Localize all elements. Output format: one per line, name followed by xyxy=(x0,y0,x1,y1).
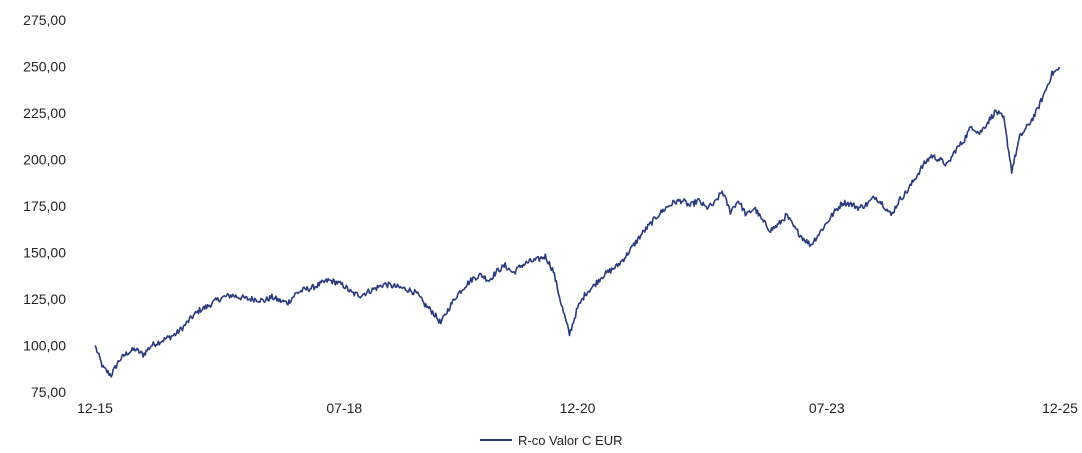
series-line-r-co-valor-c-eur xyxy=(94,66,1061,378)
y-tick-label: 175,00 xyxy=(23,198,66,214)
x-tick-label: 12-15 xyxy=(77,400,113,416)
y-tick-label: 250,00 xyxy=(23,59,66,75)
x-tick-label: 12-20 xyxy=(560,400,596,416)
y-tick-label: 150,00 xyxy=(23,245,66,261)
x-axis: 12-15 07-18 12-20 07-23 12-25 xyxy=(77,400,1078,416)
y-tick-label: 225,00 xyxy=(23,105,66,121)
y-axis: 75,00 100,00 125,00 150,00 175,00 200,00 225,0… xyxy=(23,12,66,400)
plot-area xyxy=(94,66,1061,378)
y-tick-label: 75,00 xyxy=(31,384,66,400)
x-tick-label: 12-25 xyxy=(1042,400,1078,416)
y-tick-label: 275,00 xyxy=(23,12,66,28)
y-tick-label: 125,00 xyxy=(23,291,66,307)
legend-label-r-co-valor: R-co Valor C EUR xyxy=(518,433,623,448)
x-tick-label: 07-18 xyxy=(326,400,362,416)
y-tick-label: 200,00 xyxy=(23,152,66,168)
y-tick-label: 100,00 xyxy=(23,338,66,354)
x-tick-label: 07-23 xyxy=(809,400,845,416)
legend: R-co Valor C EUR xyxy=(480,433,623,448)
